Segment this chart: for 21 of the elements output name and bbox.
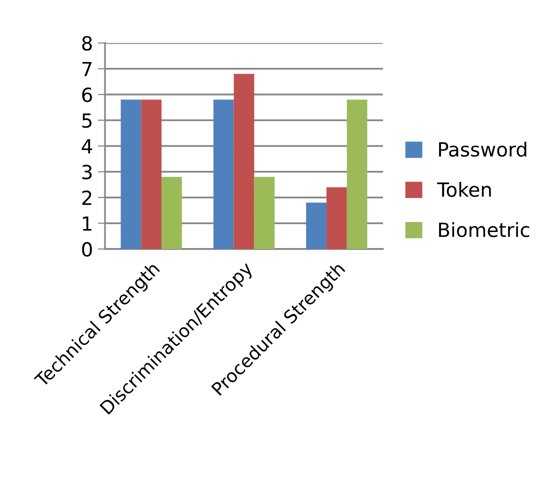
bar (254, 176, 275, 249)
y-tick-label: 1 (82, 216, 92, 231)
bar (162, 176, 182, 249)
legend-label: Biometric (439, 222, 530, 238)
legend-label: Token (437, 182, 491, 197)
bar (213, 100, 234, 249)
y-tick-label: 4 (82, 139, 92, 154)
bar (306, 202, 326, 249)
bar (346, 100, 368, 249)
bar (326, 187, 347, 249)
y-tick-label: 6 (82, 87, 92, 102)
y-tick-label: 0 (82, 242, 92, 257)
y-tick-label: 7 (82, 62, 92, 76)
y-tick-label: 2 (82, 190, 92, 205)
bar (120, 100, 142, 249)
bar (141, 100, 162, 249)
y-tick-label: 5 (82, 113, 92, 128)
bar (234, 74, 254, 249)
y-tick-label: 8 (82, 36, 92, 51)
legend-label: Password (439, 142, 526, 157)
y-tick-label: 3 (82, 164, 92, 180)
